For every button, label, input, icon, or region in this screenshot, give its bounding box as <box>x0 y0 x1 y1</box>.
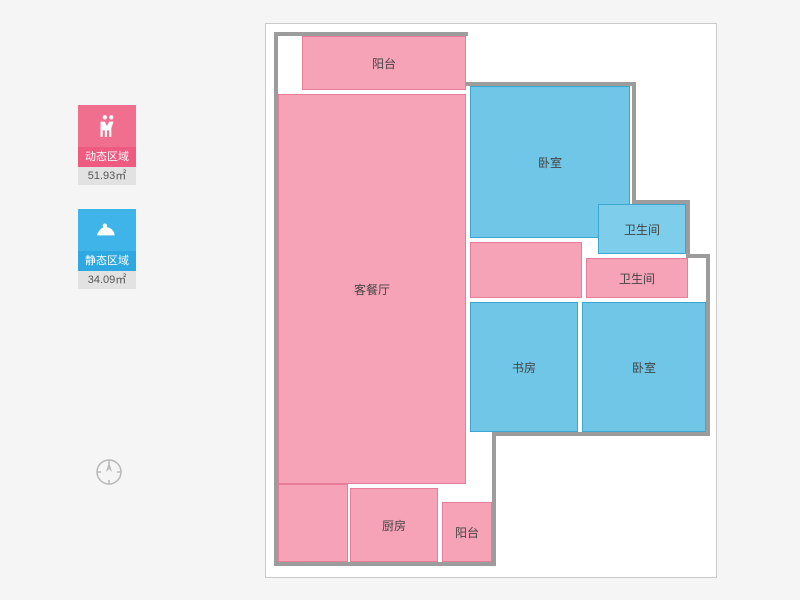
wall-top <box>274 32 468 36</box>
legend-dynamic-value: 51.93㎡ <box>78 167 136 185</box>
wall-bot <box>274 562 496 566</box>
room-bath-blue: 卫生间 <box>598 204 686 254</box>
floor-plan: 客餐厅 阳台 卫生间 厨房 阳台 卧室 卫生间 书房 卧室 <box>265 23 717 578</box>
wall-top2 <box>466 82 636 86</box>
wall-right-step <box>632 200 690 204</box>
compass-icon <box>95 458 123 486</box>
room-kitchen: 厨房 <box>350 488 438 562</box>
room-pink-top-r <box>470 242 582 298</box>
room-study: 书房 <box>470 302 578 432</box>
wall-bot-step <box>492 432 496 564</box>
room-bedroom2: 卧室 <box>582 302 706 432</box>
wall-left <box>274 32 278 564</box>
room-bath-pink: 卫生间 <box>586 258 688 298</box>
legend-static: 静态区域 34.09㎡ <box>78 209 136 289</box>
legend-static-label: 静态区域 <box>78 251 136 271</box>
sleep-icon <box>78 209 136 251</box>
legend-static-value: 34.09㎡ <box>78 271 136 289</box>
wall-right-outer <box>686 200 690 256</box>
wall-bot-right <box>494 432 710 436</box>
room-living-ext <box>278 484 348 562</box>
legend: 动态区域 51.93㎡ 静态区域 34.09㎡ <box>78 105 136 313</box>
room-balcony-bot: 阳台 <box>442 502 492 562</box>
room-living: 客餐厅 <box>278 94 466 484</box>
wall-right-upper <box>632 82 636 202</box>
wall-right-outer2 <box>706 254 710 436</box>
room-balcony-top: 阳台 <box>302 36 466 90</box>
people-icon <box>78 105 136 147</box>
legend-dynamic-label: 动态区域 <box>78 147 136 167</box>
legend-dynamic: 动态区域 51.93㎡ <box>78 105 136 185</box>
